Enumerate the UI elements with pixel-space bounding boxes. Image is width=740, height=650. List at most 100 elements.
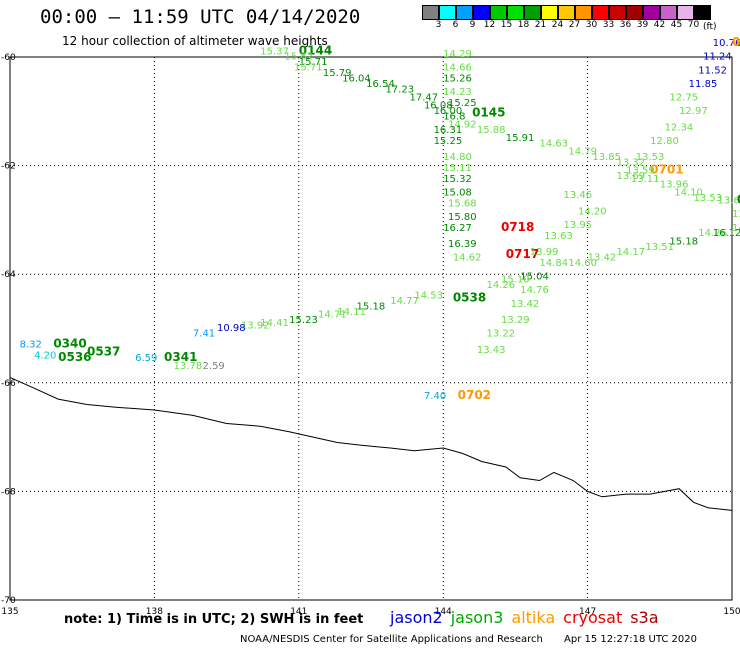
wave-height-label: 15.37	[260, 46, 289, 57]
pass-time-label: 0718	[501, 220, 534, 234]
wave-height-label: 7.40	[424, 391, 446, 402]
wave-height-label: 15.71	[294, 63, 323, 74]
legend-label: 21	[534, 20, 547, 30]
wave-height-label: 13.29	[501, 315, 530, 326]
legend-label: 24	[551, 20, 564, 30]
wave-height-label: 16.08	[424, 101, 453, 112]
pass-time-label: 0145	[472, 106, 505, 120]
wave-height-label: 7.41	[193, 329, 215, 340]
legend-swatch	[592, 5, 609, 20]
generated-timestamp: Apr 15 12:27:18 UTC 2020	[564, 634, 697, 645]
wave-height-label: 15.08	[443, 187, 472, 198]
map-subtitle: 12 hour collection of altimeter wave hei…	[62, 34, 328, 48]
legend-swatch	[422, 5, 439, 20]
wave-height-label: 11.52	[698, 65, 727, 76]
wave-height-label: 10.98	[217, 323, 246, 334]
wave-height-label: 13.42	[511, 299, 540, 310]
wave-height-label: 13.43	[477, 345, 506, 356]
legend-swatch	[524, 5, 541, 20]
wave-height-label: 14.62	[453, 253, 482, 264]
wave-height-label: 13.96	[660, 179, 689, 190]
legend-label: 70	[687, 20, 700, 30]
wave-height-label: 13.22	[487, 329, 516, 340]
pass-time-label: 0537	[87, 345, 120, 359]
wave-height-label: 15.32	[443, 174, 472, 185]
legend-swatch	[456, 5, 473, 20]
y-tick-label: -64	[1, 270, 16, 280]
wave-height-label: 16.04	[342, 73, 371, 84]
wave-height-label: 14.66	[443, 63, 472, 74]
wave-height-label: 15.88	[477, 125, 506, 136]
pass-time-label: 0340	[53, 337, 86, 351]
wave-height-label: 15.25	[448, 98, 477, 109]
pass-time-label: 0701	[650, 163, 683, 177]
wave-height-label: 14.29	[443, 49, 472, 60]
wave-height-label: 13.69	[718, 196, 740, 207]
wave-height-label: 13.69	[616, 171, 645, 182]
wave-height-label: 15.80	[448, 212, 477, 223]
wave-height-label: 13.53	[693, 193, 722, 204]
wave-height-label: 14.10	[674, 187, 703, 198]
wave-height-label: 12.75	[669, 92, 698, 103]
satellite-jason3: jason3	[450, 608, 504, 627]
legend-label: 3	[435, 20, 442, 30]
y-tick-label: -60	[1, 53, 16, 63]
wave-height-label: 16.00	[434, 106, 463, 117]
legend-label: 6	[452, 20, 459, 30]
wave-height-label: 13.78	[174, 361, 203, 372]
wave-height-label: 13.6	[732, 209, 740, 220]
wave-height-label: 14.60	[568, 258, 597, 269]
wave-height-label: 14.76	[520, 285, 549, 296]
wave-height-label: 13.51	[645, 242, 674, 253]
x-tick-label: 150	[723, 607, 740, 617]
wave-height-label: 13.99	[530, 247, 559, 258]
satellite-s3a: s3a	[630, 608, 659, 627]
wave-height-label: 13.95	[564, 220, 593, 231]
x-tick-label: 141	[290, 607, 307, 617]
wave-height-label: 14.23	[443, 87, 472, 98]
wave-height-label: 13.92	[241, 321, 270, 332]
wave-height-label: 15.68	[448, 198, 477, 209]
pass-time-label: 070	[732, 35, 740, 49]
pass-time-label: 014	[737, 193, 740, 207]
wave-height-label: 13.46	[564, 190, 593, 201]
legend-label: 30	[585, 20, 598, 30]
y-tick-label: -70	[1, 596, 16, 606]
satellite-altika: altika	[511, 608, 556, 627]
wave-height-label: 13.11	[631, 174, 660, 185]
credit-line: NOAA/NESDIS Center for Satellite Applica…	[240, 634, 697, 645]
legend-swatch	[473, 5, 490, 20]
legend-label: 33	[602, 20, 615, 30]
wave-height-label: 4.20	[34, 350, 56, 361]
legend-label: 39	[636, 20, 649, 30]
wave-height-label: 15.71	[299, 57, 328, 68]
wave-height-label: 11.24	[703, 52, 732, 63]
wave-height-label: 14.80	[443, 152, 472, 163]
wave-height-label: 14.11	[337, 307, 366, 318]
satellite-legend: jason2 jason3 altika cryosat s3a	[390, 608, 667, 627]
wave-height-label: 16.27	[443, 223, 472, 234]
coastline	[9, 376, 733, 511]
color-legend: 3 6 9 12 15 18 21 24 27 30 33 36 39 42 45 70 (ft)	[422, 5, 717, 32]
legend-swatch	[660, 5, 677, 20]
x-tick-label: 144	[435, 607, 452, 617]
wave-height-label: 15.25	[434, 136, 463, 147]
wave-height-label: 15.10	[501, 274, 530, 285]
wave-height-label: 15.82	[284, 52, 313, 63]
y-tick-label: -62	[1, 162, 16, 172]
pass-time-label: 0702	[458, 388, 491, 402]
wave-height-label: 17.23	[385, 84, 414, 95]
pass-time-label: 0144	[299, 43, 332, 57]
y-tick-label: -68	[1, 487, 16, 497]
pass-time-label: 0536	[58, 350, 91, 364]
wave-height-label: 17.47	[410, 92, 439, 103]
wave-height-label: 14.79	[568, 147, 597, 158]
legend-swatch	[643, 5, 660, 20]
map-title: 00:00 – 11:59 UTC 04/14/2020	[40, 6, 361, 28]
wave-height-label: 13.85	[592, 152, 621, 163]
pass-time-label: 0341	[164, 350, 197, 364]
wave-height-label: 13.32	[616, 158, 645, 169]
wave-height-label: 15.04	[520, 272, 549, 283]
legend-label: 45	[670, 20, 683, 30]
